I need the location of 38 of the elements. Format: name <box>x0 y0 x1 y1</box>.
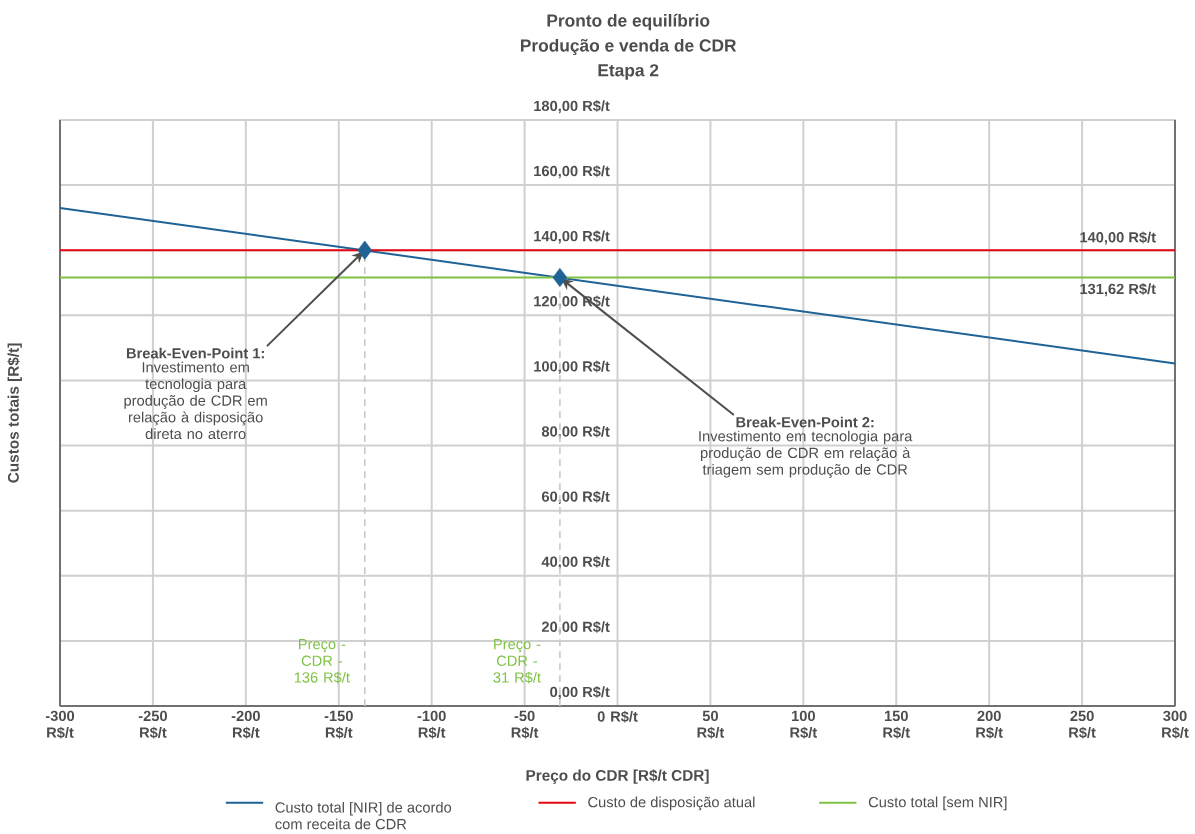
y-tick-label: 160,00 R$/t <box>534 165 610 179</box>
x-axis-title: Preço do CDR [R$/t CDR] <box>526 769 709 784</box>
y-tick-label: 80,00 R$/t <box>541 425 610 439</box>
y-tick-label: 100,00 R$/t <box>534 360 610 374</box>
x-tick-label: 250 R$/t <box>1069 710 1096 739</box>
annotation: Investimento em tecnologia para produção de CDR em relação à triagem sem produção de CDR <box>699 430 913 478</box>
y-tick-label: 20,00 R$/t <box>541 620 610 635</box>
y-axis-title: Custos totais [R$/t] <box>7 343 22 483</box>
x-tick-label: -50 R$/t <box>511 710 539 739</box>
y-tick-label: 40,00 R$/t <box>541 555 610 570</box>
legend-label: Custo total [NIR] de acordo com receita de CDR <box>275 801 452 830</box>
x-tick-label: -300 R$/t <box>45 710 75 739</box>
legend-label: Custo total [sem NIR] <box>868 796 1007 811</box>
y-tick-label: 0,00 R$/t <box>550 686 610 700</box>
annotation: Investimento em tecnologia para produção de CDR em relação à disposição direta no aterro <box>124 361 267 440</box>
x-tick-label: 50 R$/t <box>697 710 725 739</box>
x-tick-label: 150 R$/t <box>883 710 910 739</box>
chart-subtitle: Produção e venda de CDR <box>520 38 737 56</box>
y-tick-label: 180,00 R$/t <box>534 100 610 114</box>
x-tick-label: -100 R$/t <box>417 710 446 739</box>
annotation: 131,62 R$/t <box>1080 283 1156 297</box>
annotation: 140,00 R$/t <box>1080 231 1156 245</box>
y-tick-label: 140,00 R$/t <box>534 230 610 244</box>
x-tick-label: -250 R$/t <box>138 710 167 739</box>
x-tick-label: 0 R$/t <box>597 710 638 723</box>
x-tick-label: 200 R$/t <box>976 710 1003 739</box>
text: Etapa 2 <box>598 64 659 80</box>
x-tick-label: -200 R$/t <box>231 710 260 739</box>
y-tick-label: 60,00 R$/t <box>541 490 610 504</box>
x-tick-label: 300 R$/t <box>1162 710 1189 739</box>
chart-title: Pronto de equilíbrio <box>547 13 710 31</box>
ref-line-label: Preço - CDR - 136 R$/t <box>294 639 350 684</box>
annotation: Break-Even-Point 2: <box>736 416 874 428</box>
x-tick-label: 100 R$/t <box>790 710 818 739</box>
ref-line-label: Preço - CDR - 31 R$/t <box>493 639 541 684</box>
legend-label: Custo de disposição atual <box>588 796 755 811</box>
annotation: Break-Even-Point 1: <box>126 347 264 359</box>
x-tick-label: -150 R$/t <box>324 710 353 739</box>
